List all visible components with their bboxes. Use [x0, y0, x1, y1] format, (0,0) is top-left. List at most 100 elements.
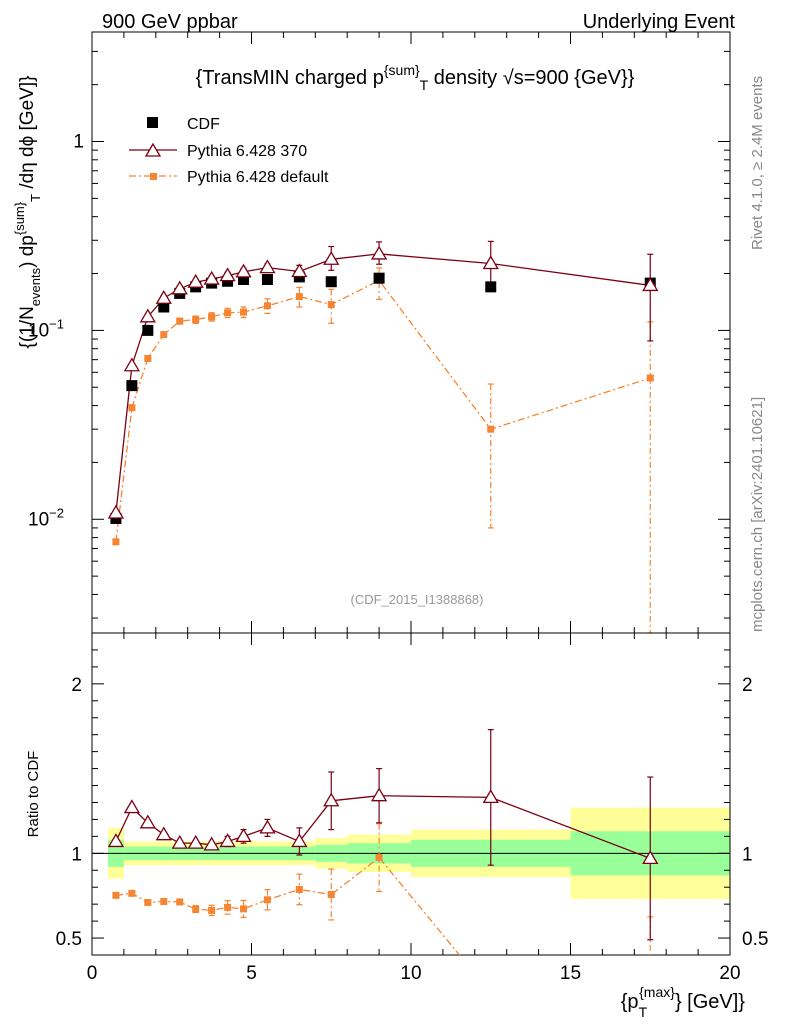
ratio-pythia-370-point — [482, 789, 499, 804]
ratio-series-clipped — [107, 728, 659, 955]
ratio-pythia-370-point — [323, 792, 340, 807]
ratio-pythia-370-point — [139, 814, 156, 829]
ratio-pythia-370-point — [155, 826, 172, 841]
main-ytick-label: 10−2 — [28, 505, 64, 530]
xtick-label: 10 — [400, 963, 421, 984]
pythia-default-point — [327, 301, 335, 309]
xtick-label: 20 — [719, 963, 740, 984]
cdf-point — [325, 276, 337, 288]
ratio-pythia-default-point — [240, 905, 248, 913]
ratio-pythia-default-point — [128, 889, 136, 897]
ratio-frame — [91, 632, 731, 956]
legend-pdefault-marker — [150, 173, 157, 180]
pythia-370-point — [203, 270, 220, 285]
ratio-pythia-default-point — [112, 891, 120, 899]
pythia-370-point — [482, 255, 499, 270]
ratio-pythia-370-point — [203, 836, 220, 851]
ratio-pythia-default-point — [160, 897, 168, 905]
pythia-default-point — [208, 313, 216, 321]
ratio-panel: 0.5 0.51 12 20 5 10 15 20 Ratio to CDF — [25, 632, 768, 984]
legend: CDF Pythia 6.428 370 Pythia 6.428 defaul… — [129, 116, 329, 186]
ratio-pythia-370-point — [291, 833, 308, 848]
ratio-ticks: 0.5 0.51 12 20 5 10 15 20 — [56, 633, 768, 984]
main-panel: 10−210−11 {TransMIN charged p{sum}T dens… — [12, 31, 731, 634]
pythia-370-point — [642, 277, 659, 292]
main-ylabel: {(1/Nevents) dp{sum}T /dη dϕ [GeV]} — [12, 76, 43, 349]
ratio-pythia-370-point — [259, 819, 276, 834]
cdf-point — [126, 380, 138, 392]
ratio-pythia-default-point — [263, 896, 271, 904]
ratio-pythia-370-point — [370, 787, 388, 802]
ratio-ytick-label-right: 2 — [742, 675, 753, 696]
pythia-default-point — [240, 308, 248, 316]
pythia-default-point — [646, 374, 654, 382]
ratio-pythia-default-point — [144, 898, 152, 906]
pythia-default-point — [263, 302, 271, 310]
ratio-ylabel: Ratio to CDF — [25, 751, 42, 838]
xtick-label: 5 — [246, 963, 257, 984]
cdf-point — [485, 281, 497, 293]
ratio-pythia-default-point — [375, 854, 383, 862]
ratio-pythia-370-point — [235, 828, 252, 843]
pythia-370-point — [323, 250, 340, 265]
ratio-pythia-370-point — [642, 850, 659, 865]
ratio-ytick-label: 2 — [71, 675, 82, 696]
pythia-default-point — [295, 293, 303, 301]
analysis-watermark: (CDF_2015_I1388868) — [351, 592, 484, 607]
x-axis-label: {pT{max}} [GeV]} — [621, 984, 746, 1020]
cdf-point — [261, 273, 273, 285]
pythia-default-point — [128, 404, 136, 412]
ratio-ytick-label-right: 0.5 — [742, 929, 768, 950]
ratio-pythia-370-point — [107, 833, 125, 848]
pythia-default-point — [112, 538, 120, 546]
pythia-370-point — [171, 280, 188, 295]
pythia-370-point — [107, 504, 125, 519]
pythia-default-point — [160, 331, 168, 339]
ratio-ytick-label: 1 — [71, 844, 82, 865]
pythia-370-point — [235, 263, 252, 278]
ratio-pythia-default-point — [327, 890, 335, 898]
pythia-370-point — [139, 308, 156, 323]
pythia-370-point — [187, 273, 204, 288]
cdf-point — [222, 275, 234, 287]
mcplots-label: mcplots.cern.ch [arXiv:2401.10621] — [749, 397, 766, 632]
ratio-pythia-370-point — [219, 833, 236, 848]
legend-pdefault-label: Pythia 6.428 default — [187, 169, 329, 186]
cdf-point — [373, 272, 385, 284]
ratio-series — [107, 728, 659, 955]
header-left: 900 GeV ppbar — [102, 11, 238, 33]
ratio-pythia-default-point — [224, 903, 232, 911]
pythia-370-point — [259, 259, 276, 274]
chart-title: {TransMIN charged p{sum}T density √s=900… — [196, 62, 635, 93]
ratio-pythia-370-point — [187, 834, 204, 849]
xtick-label: 15 — [560, 963, 581, 984]
xtick-label: 0 — [87, 963, 98, 984]
pythia-default-point — [487, 425, 495, 433]
ratio-pythia-370-point — [123, 799, 141, 814]
pythia-370-point — [370, 245, 388, 260]
pythia-default-point — [192, 316, 200, 324]
main-series — [107, 240, 659, 634]
cdf-point — [142, 324, 154, 336]
ratio-pythia-default-point — [176, 898, 184, 906]
pythia-370-point — [155, 289, 172, 304]
legend-cdf-label: CDF — [187, 116, 220, 133]
main-ytick-label: 1 — [73, 132, 84, 153]
legend-p370-label: Pythia 6.428 370 — [187, 143, 307, 160]
ratio-pythia-370-point — [171, 834, 188, 849]
pythia-default-point — [144, 354, 152, 362]
ratio-pythia-default-point — [208, 906, 216, 914]
legend-cdf-marker — [147, 117, 158, 128]
pythia-default-point — [224, 309, 232, 317]
pythia-370-line — [115, 253, 651, 514]
pythia-370-point — [291, 263, 308, 278]
pythia-370-point — [123, 357, 141, 372]
ratio-ytick-label: 0.5 — [56, 929, 82, 950]
cdf-point — [238, 273, 250, 285]
ratio-pythia-default-point — [192, 905, 200, 913]
rivet-label: Rivet 4.1.0, ≥ 2.4M events — [749, 76, 766, 250]
pythia-370-point — [219, 267, 236, 282]
ratio-ytick-label-right: 1 — [742, 844, 753, 865]
main-ticks: 10−210−11 — [28, 32, 731, 633]
